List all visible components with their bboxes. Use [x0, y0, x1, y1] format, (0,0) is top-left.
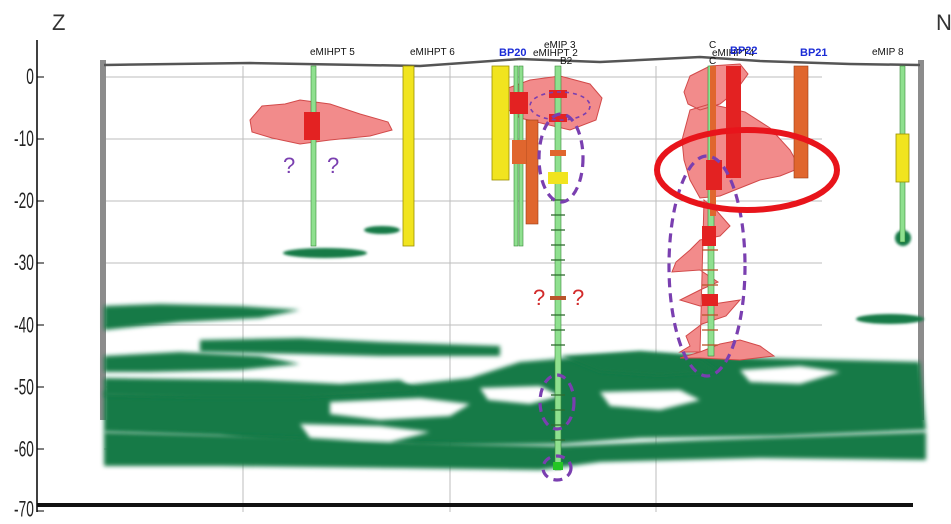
green-gap — [300, 424, 430, 442]
dashed-ring-upper-center — [537, 112, 585, 204]
boring-label-bp20: BP20 — [499, 47, 527, 59]
depth-tick-label: 0 — [26, 65, 34, 89]
well-bp21 — [793, 65, 809, 179]
well-emihpt6 — [402, 65, 415, 247]
well-emihpt4-red-a — [702, 226, 716, 246]
green-gap — [740, 366, 840, 384]
green-layer-bottom — [104, 432, 926, 470]
boring-label-bp21: BP21 — [800, 47, 828, 59]
well-emihpt2-red-mid — [549, 114, 567, 122]
wells — [304, 65, 910, 471]
depth-tick-label: -50 — [14, 375, 34, 399]
boring-label-emihpt5: eMIHPT 5 — [310, 47, 355, 58]
well-emihpt2-bottom — [553, 462, 563, 470]
well-screen-red — [304, 112, 320, 140]
depth-tick-label: -20 — [14, 189, 34, 213]
boring-label-bp22: BP22 — [730, 45, 758, 57]
green-lens-small — [283, 248, 367, 258]
green-gap — [330, 398, 470, 420]
question-mark-left-b: ? — [327, 153, 339, 178]
well-emihpt4-red-b — [702, 294, 718, 306]
depth-tick-label: -30 — [14, 251, 34, 275]
well-bp20-red — [510, 92, 528, 114]
green-lens-right — [856, 314, 924, 324]
section-baseline — [37, 503, 913, 507]
dashed-ring-right-column — [667, 154, 747, 378]
green-layer-mid — [200, 338, 500, 356]
depth-tick-label: -70 — [14, 497, 34, 521]
dashed-ring-center-top — [529, 91, 591, 121]
well-sample-ticks — [551, 199, 718, 441]
plume-left — [249, 99, 393, 145]
well-emip8-yellow — [895, 133, 910, 183]
well-emihpt5 — [310, 65, 317, 247]
boring-label-emihpt4: eMIHPT4 — [712, 48, 755, 59]
green-gap — [600, 390, 700, 410]
boring-labels: eMIHPT 5 eMIHPT 6 BP20 eMIHPT 2 eMIP 3 B… — [310, 40, 904, 67]
question-mark-center-a: ? — [533, 285, 545, 310]
green-layer-deep-band — [104, 378, 420, 398]
boring-label-c: C — [709, 40, 716, 51]
green-lens-tiny — [364, 226, 400, 234]
well-emihpt2-marker — [550, 296, 566, 300]
well-emihpt2-orange — [550, 150, 566, 156]
well-emihpt2-red-top — [549, 90, 567, 98]
green-layer-upper-left — [104, 304, 300, 330]
boring-label-emihpt6: eMIHPT 6 — [410, 47, 455, 58]
green-layer-left-lens — [104, 352, 300, 372]
plume-right-lower — [671, 198, 776, 361]
left-section-boundary — [100, 60, 106, 420]
well-bp20-yellow — [491, 65, 510, 181]
question-mark-center-b: ? — [572, 285, 584, 310]
boring-label-c-lower: C — [709, 56, 716, 67]
well-emihpt2-yellow — [548, 172, 568, 184]
well-bp20-orange — [525, 119, 539, 225]
boring-label-emip8: eMIP 8 — [872, 47, 904, 58]
right-end-label: N — [936, 10, 951, 35]
depth-tick-label: -10 — [14, 127, 34, 151]
ground-surface-line — [103, 55, 921, 68]
depth-tick-label: -40 — [14, 313, 34, 337]
dashed-rings — [529, 91, 747, 482]
well-emihpt4-orange — [710, 66, 716, 216]
depth-tick-label: -60 — [14, 437, 34, 461]
green-layer-gaps — [300, 366, 840, 442]
well-bp22 — [726, 66, 741, 178]
dashed-ring-lower-center — [538, 373, 576, 431]
well-bp20-orange-top — [512, 140, 526, 164]
boring-label-b2: B2 — [560, 56, 573, 67]
right-section-boundary — [918, 60, 924, 420]
highlight-ring — [654, 127, 840, 213]
left-end-label: Z — [52, 10, 65, 35]
well-emihpt4-red-c — [706, 160, 722, 190]
dashed-ring-bottom-center — [541, 454, 573, 482]
boring-label-emihpt2: eMIHPT 2 — [533, 48, 578, 59]
boring-label-emip3: eMIP 3 — [544, 40, 576, 51]
depth-axis: 0 -10 -20 -30 -40 -50 -60 -70 — [14, 40, 44, 521]
question-mark-left-a: ? — [283, 153, 295, 178]
